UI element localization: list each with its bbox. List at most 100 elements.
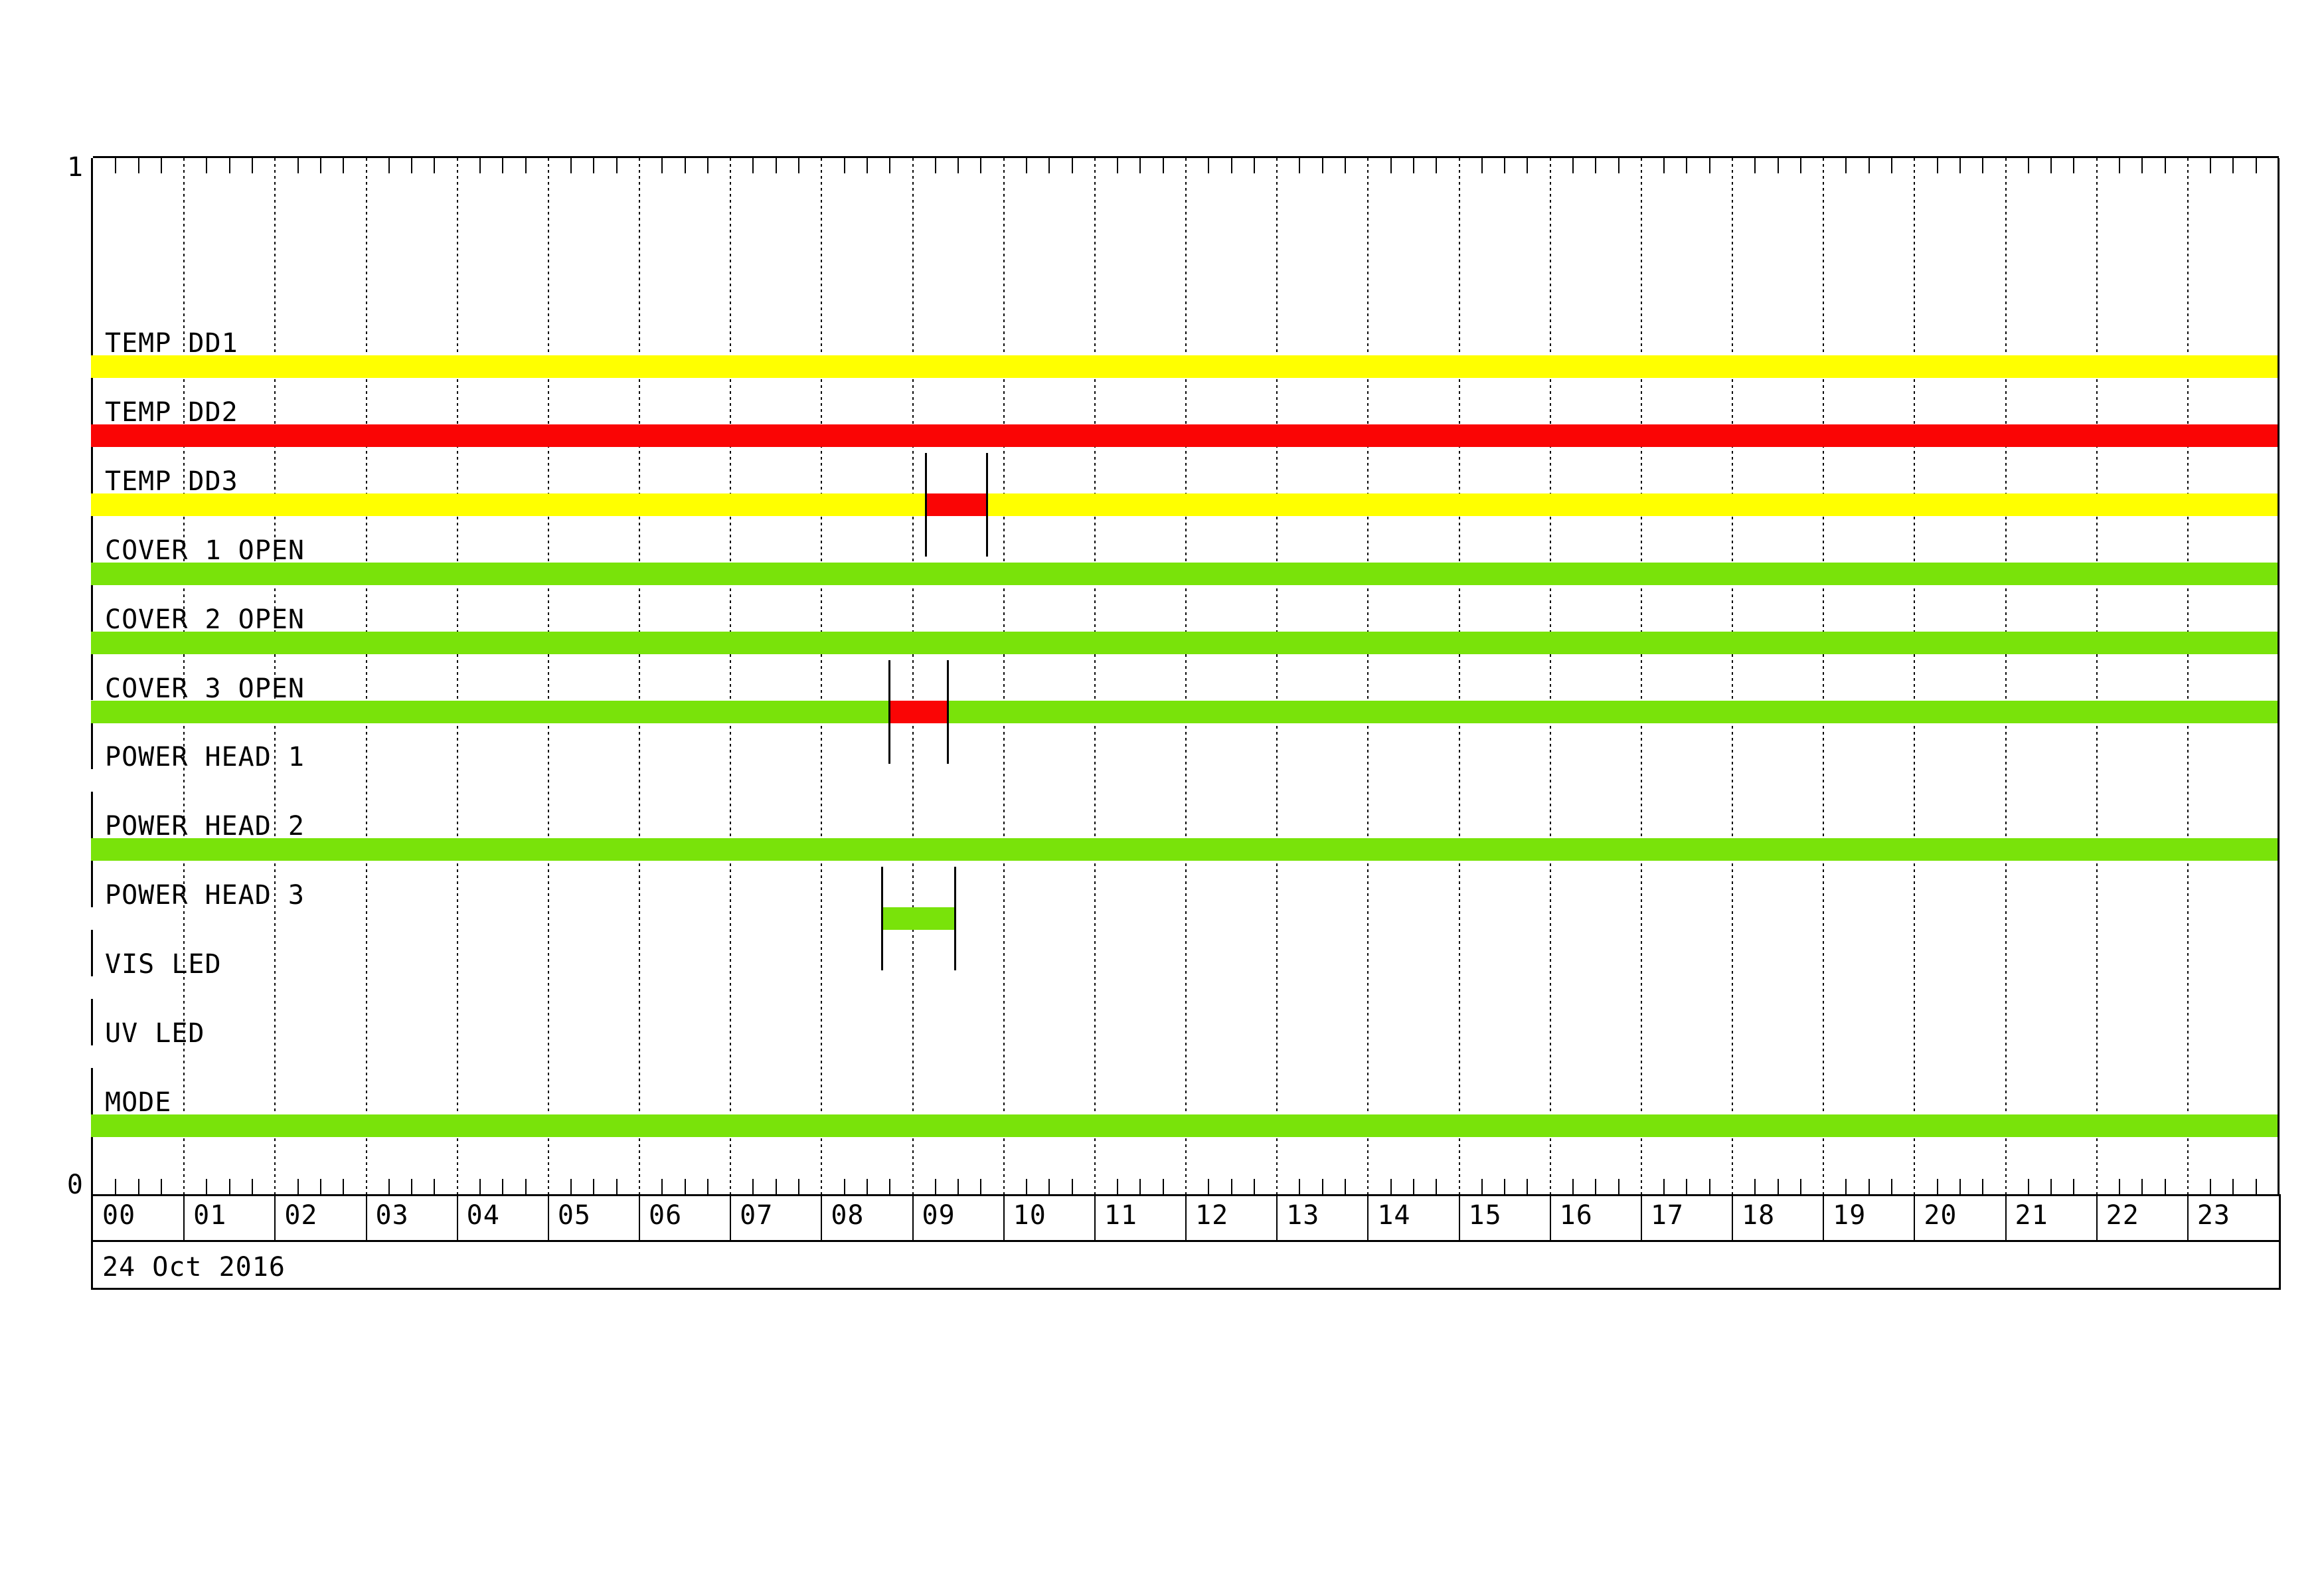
quarter-tick-top [1777, 158, 1779, 173]
hour-cell-label: 15 [1468, 1200, 1502, 1231]
hour-axis-band: 00 01 02 03 04 05 06 07 08 09 10 11 12 13 14 15 16 17 18 19… [91, 1194, 2281, 1242]
quarter-tick-bottom [1504, 1179, 1506, 1194]
hour-cell-separator [1185, 1194, 1187, 1240]
quarter-tick-bottom [388, 1179, 390, 1194]
row-label: POWER HEAD 3 [105, 880, 305, 911]
hour-cell-label: 19 [1833, 1200, 1867, 1231]
quarter-tick-top [1891, 158, 1893, 173]
quarter-tick-bottom [479, 1179, 481, 1194]
quarter-tick-top [479, 158, 481, 173]
hour-cell-separator [730, 1194, 732, 1240]
hour-cell-label: 00 [102, 1200, 136, 1231]
quarter-tick-top [616, 158, 618, 173]
quarter-tick-top [434, 158, 436, 173]
quarter-tick-bottom [661, 1179, 663, 1194]
hour-cell-label: 01 [193, 1200, 227, 1231]
row-label: POWER HEAD 2 [105, 811, 305, 842]
hour-cell-separator [1914, 1194, 1916, 1240]
hour-cell-label: 18 [1742, 1200, 1776, 1231]
quarter-tick-bottom [160, 1179, 162, 1194]
bar-segment [987, 493, 2279, 516]
quarter-tick-bottom [1390, 1179, 1392, 1194]
plot-left-border-segment [91, 930, 93, 977]
quarter-tick-top [1618, 158, 1619, 173]
hour-cell-label: 06 [649, 1200, 683, 1231]
hour-cell-separator [1367, 1194, 1369, 1240]
quarter-tick-top [115, 158, 117, 173]
quarter-tick-top [843, 158, 845, 173]
bar-segment [91, 493, 927, 516]
quarter-tick-bottom [2141, 1179, 2143, 1194]
quarter-tick-bottom [2050, 1179, 2052, 1194]
quarter-tick-top [2073, 158, 2075, 173]
hour-gridline [1276, 158, 1278, 1194]
hour-gridline [2096, 158, 2098, 1194]
quarter-tick-bottom [1299, 1179, 1301, 1194]
bar-segment [91, 1114, 2279, 1137]
row-label: COVER 3 OPEN [105, 673, 305, 704]
hour-cell-separator [274, 1194, 276, 1240]
quarter-tick-top [1936, 158, 1938, 173]
quarter-tick-top [1595, 158, 1597, 173]
hour-gridline [1640, 158, 1642, 1194]
quarter-tick-bottom [502, 1179, 504, 1194]
hour-cell-label: 07 [740, 1200, 774, 1231]
quarter-tick-bottom [1754, 1179, 1756, 1194]
quarter-tick-bottom [798, 1179, 800, 1194]
hour-cell-separator [183, 1194, 185, 1240]
quarter-tick-bottom [1139, 1179, 1141, 1194]
quarter-tick-top [798, 158, 800, 173]
quarter-tick-bottom [2232, 1179, 2234, 1194]
quarter-tick-top [502, 158, 504, 173]
y-axis-bottom-label: 0 [66, 1170, 84, 1200]
bar-segment [91, 424, 2279, 447]
quarter-tick-top [661, 158, 663, 173]
quarter-tick-top [1572, 158, 1574, 173]
plot-left-border-segment [91, 861, 93, 908]
quarter-tick-bottom [1891, 1179, 1893, 1194]
quarter-tick-top [1663, 158, 1665, 173]
quarter-tick-bottom [434, 1179, 436, 1194]
hour-gridline [547, 158, 549, 1194]
quarter-tick-bottom [1595, 1179, 1597, 1194]
quarter-tick-top [934, 158, 936, 173]
hour-cell-separator [821, 1194, 823, 1240]
row-label: TEMP DD2 [105, 397, 238, 428]
quarter-tick-bottom [1345, 1179, 1347, 1194]
date-label: 24 Oct 2016 [102, 1252, 286, 1283]
event-marker-line [888, 660, 891, 764]
quarter-tick-top [2118, 158, 2120, 173]
quarter-tick-top [1799, 158, 1801, 173]
bar-segment [882, 907, 955, 930]
quarter-tick-bottom [252, 1179, 254, 1194]
quarter-tick-bottom [228, 1179, 230, 1194]
quarter-tick-top [957, 158, 959, 173]
hour-gridline [1003, 158, 1005, 1194]
quarter-tick-bottom [1230, 1179, 1232, 1194]
hour-cell-label: 16 [1559, 1200, 1593, 1231]
hour-cell-label: 22 [2106, 1200, 2139, 1231]
quarter-tick-bottom [2210, 1179, 2212, 1194]
quarter-tick-bottom [115, 1179, 117, 1194]
quarter-tick-bottom [616, 1179, 618, 1194]
row-label: TEMP DD3 [105, 466, 238, 497]
quarter-tick-top [1230, 158, 1232, 173]
quarter-tick-bottom [866, 1179, 868, 1194]
quarter-tick-bottom [2073, 1179, 2075, 1194]
plot-area: TEMP DD1 TEMP DD2 TEMP DD3 COVER 1 OPEN COVE… [91, 156, 2280, 1196]
hour-cell-label: 05 [557, 1200, 591, 1231]
quarter-tick-top [1299, 158, 1301, 173]
quarter-tick-top [866, 158, 868, 173]
quarter-tick-top [2141, 158, 2143, 173]
hour-cell-label: 14 [1377, 1200, 1411, 1231]
quarter-tick-bottom [1799, 1179, 1801, 1194]
hour-gridline [2187, 158, 2189, 1194]
quarter-tick-bottom [1412, 1179, 1414, 1194]
quarter-tick-top [525, 158, 527, 173]
plot-left-border-segment [91, 378, 93, 424]
hour-gridline [1914, 158, 1916, 1194]
quarter-tick-top [2050, 158, 2052, 173]
hour-cell-label: 11 [1104, 1200, 1137, 1231]
hour-cell-separator [1458, 1194, 1460, 1240]
quarter-tick-top [1436, 158, 1438, 173]
